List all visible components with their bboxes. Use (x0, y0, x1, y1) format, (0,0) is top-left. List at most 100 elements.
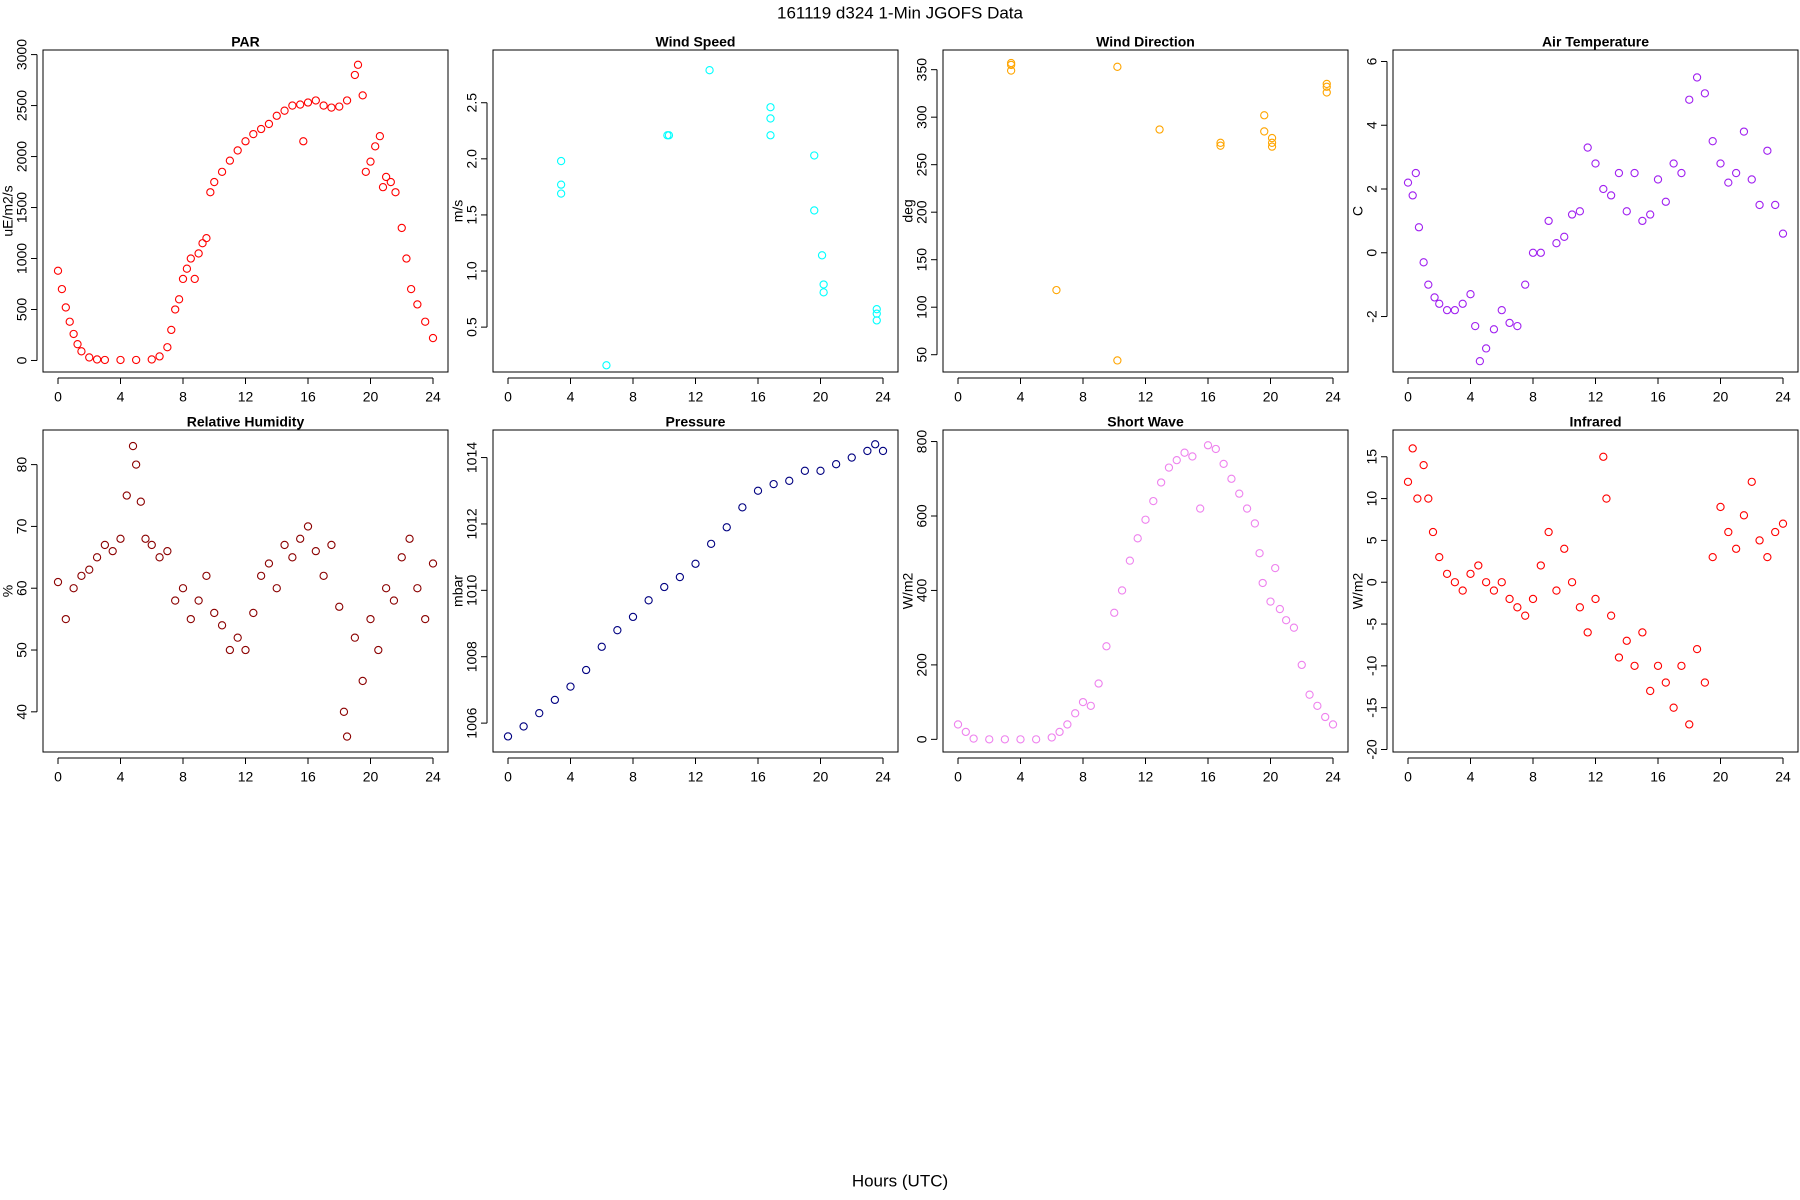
data-point (217, 621, 227, 630)
data-point (863, 446, 872, 456)
data-point (174, 295, 184, 304)
data-point (1216, 138, 1225, 147)
data-point (738, 503, 747, 512)
data-point (171, 305, 180, 314)
data-point (225, 645, 235, 655)
plot-frame (42, 429, 449, 753)
y-axis-label: mbar (450, 575, 466, 607)
data-point (296, 534, 305, 543)
data-point (660, 582, 669, 592)
y-tick-label: 200 (914, 200, 930, 224)
data-point (1428, 527, 1438, 537)
x-tick-label: 12 (688, 769, 704, 785)
x-tick-label: 20 (1713, 389, 1729, 405)
data-point (225, 156, 235, 165)
data-point (280, 540, 289, 550)
data-point (1763, 146, 1772, 155)
data-point (566, 682, 575, 691)
data-point (421, 317, 430, 326)
data-point (1497, 306, 1506, 315)
data-point (1408, 444, 1417, 453)
data-point (1692, 73, 1702, 82)
data-point (61, 614, 70, 624)
data-point (57, 284, 67, 294)
data-point (186, 614, 195, 624)
data-point (233, 633, 242, 642)
data-point (1450, 578, 1460, 587)
y-tick-label: 2000 (14, 141, 30, 172)
plot-frame (42, 49, 449, 373)
data-point (706, 539, 716, 549)
panel-title: Wind Direction (1096, 34, 1195, 50)
data-point (1481, 578, 1491, 587)
data-point (272, 111, 281, 120)
data-point (1141, 515, 1150, 524)
x-tick-label: 20 (1263, 389, 1279, 405)
y-tick-label: 1012 (464, 508, 480, 539)
data-point (1267, 138, 1277, 147)
x-tick-label: 4 (1017, 769, 1025, 785)
data-point (1260, 111, 1269, 120)
x-axis-label: Hours (UTC) (852, 1171, 948, 1190)
y-tick-label: 500 (14, 298, 30, 322)
data-point (397, 223, 406, 233)
data-point (206, 188, 215, 197)
data-point (374, 645, 383, 655)
data-point (1267, 142, 1277, 151)
data-point (1591, 159, 1600, 168)
y-tick-label: 400 (914, 579, 930, 603)
data-point (141, 534, 150, 543)
data-point (1297, 660, 1306, 670)
data-point (366, 157, 375, 166)
data-point (1411, 168, 1420, 178)
data-point (1000, 735, 1010, 744)
data-point (335, 602, 344, 611)
data-point (1149, 496, 1158, 506)
data-point (1747, 175, 1756, 184)
data-point (65, 317, 74, 326)
data-point (1567, 578, 1577, 587)
data-point (1521, 611, 1530, 620)
data-point (872, 309, 881, 318)
data-point (1211, 444, 1220, 454)
data-point (753, 486, 763, 495)
data-point (1505, 318, 1514, 328)
x-tick-label: 8 (629, 769, 637, 785)
data-point (1653, 175, 1663, 184)
data-point (1403, 477, 1413, 487)
y-tick-label: 60 (14, 580, 30, 596)
data-point (1602, 494, 1611, 503)
data-point (1016, 735, 1025, 744)
x-tick-label: 4 (1017, 389, 1025, 405)
data-point (1458, 586, 1467, 595)
x-tick-label: 16 (300, 389, 316, 405)
data-point (1113, 62, 1122, 71)
data-point (1475, 357, 1485, 366)
data-point (397, 553, 406, 562)
data-point (85, 565, 94, 574)
x-tick-label: 0 (1404, 389, 1412, 405)
data-point (122, 491, 131, 500)
data-point (303, 522, 313, 531)
x-tick-label: 0 (504, 389, 512, 405)
data-point (1113, 356, 1122, 365)
data-point (1599, 452, 1608, 461)
data-point (85, 353, 94, 362)
y-tick-label: 100 (914, 295, 930, 319)
data-point (878, 446, 888, 456)
data-point (1677, 168, 1686, 178)
x-tick-label: 8 (1529, 769, 1537, 785)
data-point (691, 559, 700, 568)
data-point (335, 102, 344, 111)
y-axis-label: W/m2 (900, 573, 916, 610)
x-tick-label: 24 (425, 389, 441, 405)
data-point (178, 584, 188, 593)
data-point (1413, 494, 1422, 503)
data-point (985, 735, 994, 744)
x-tick-label: 20 (1263, 769, 1279, 785)
data-point (428, 559, 438, 568)
data-point (167, 325, 176, 335)
y-tick-label: 50 (914, 347, 930, 363)
y-tick-label: 200 (914, 653, 930, 677)
data-point (1408, 191, 1417, 200)
